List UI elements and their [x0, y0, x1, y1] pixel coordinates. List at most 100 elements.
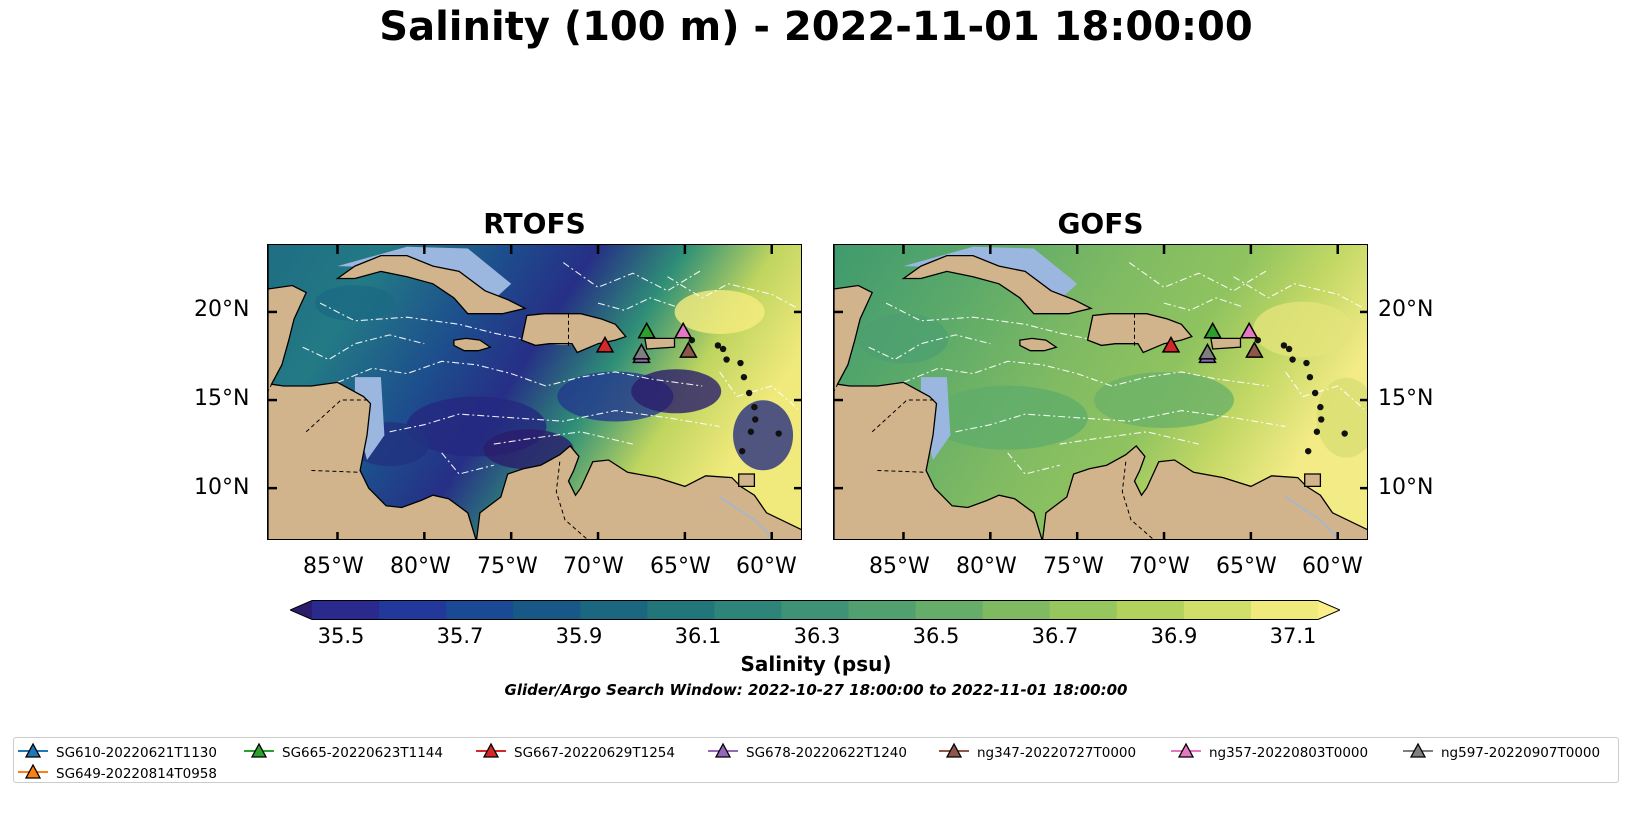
colorbar-tick-36-7: 36.7 [1031, 624, 1079, 648]
legend-item-sg665: SG665-20220623T1144 [244, 742, 443, 764]
lon-label-65w-right: 65°W [1216, 554, 1277, 579]
depth-contour [1285, 371, 1365, 410]
search-window-caption: Glider/Argo Search Window: 2022-10-27 18… [504, 681, 1128, 699]
colorbar-tick-35-7: 35.7 [436, 624, 484, 648]
island [1285, 345, 1293, 353]
salinity-field-patch [733, 400, 794, 471]
depth-contour [1163, 297, 1243, 311]
depth-contour [337, 360, 703, 387]
glider-legend: SG610-20220621T1130 SG649-20220814T0958 … [13, 737, 1619, 783]
island [1317, 403, 1324, 411]
triangle-marker-icon [476, 742, 514, 764]
lat-label-15n-right: 15°N [1378, 386, 1434, 411]
lon-label-85w-left: 85°W [303, 554, 364, 579]
lon-label-60w-left: 60°W [736, 554, 797, 579]
colorbar-segment [915, 600, 984, 620]
land-mass [1019, 337, 1058, 352]
land-mass [738, 473, 756, 488]
glider-marker [673, 321, 693, 339]
lon-label-80w-left: 80°W [390, 554, 451, 579]
island [1318, 416, 1325, 423]
colorbar-segment [312, 600, 380, 620]
legend-item-ng597: ng597-20220907T0000 [1403, 742, 1600, 764]
depth-contour [667, 276, 799, 309]
island [739, 447, 746, 455]
lon-label-85w-right: 85°W [869, 554, 930, 579]
gofs-map-svg [834, 245, 1367, 539]
land-mass [1304, 473, 1322, 488]
country-border [1121, 461, 1154, 539]
lat-label-15n-left: 15°N [194, 386, 250, 411]
glider-marker [1161, 335, 1181, 353]
depth-contour [1128, 262, 1269, 292]
colorbar-tick-36-9: 36.9 [1150, 624, 1198, 648]
lat-label-10n-left: 10°N [194, 475, 250, 500]
depth-contour [868, 334, 991, 361]
glider-marker [1245, 341, 1264, 358]
triangle-marker-icon [244, 742, 282, 764]
country-border [311, 470, 361, 473]
lat-label-20n-right: 20°N [1378, 297, 1434, 322]
land-mass [834, 245, 1043, 539]
island [688, 336, 696, 344]
colorbar-segment [714, 600, 783, 620]
land-mass [335, 254, 527, 315]
salinity-field-patch [674, 289, 765, 334]
salinity-field-patch [927, 385, 1088, 450]
glider-marker [1198, 342, 1217, 360]
colorbar-tick-37-1: 37.1 [1269, 624, 1317, 648]
glider-marker [679, 341, 698, 358]
salinity-field-patch [314, 285, 395, 322]
salinity-field-patch [1094, 372, 1235, 429]
triangle-marker-icon [708, 742, 746, 764]
land-mass [1210, 337, 1242, 350]
legend-item-sg678: SG678-20220622T1240 [708, 742, 907, 764]
island [714, 342, 722, 349]
triangle-marker-icon [939, 742, 977, 764]
depth-contour [1059, 431, 1199, 445]
depth-contour [562, 262, 703, 292]
colorbar-segment [446, 600, 514, 620]
lon-label-65w-left: 65°W [650, 554, 711, 579]
lon-label-75w-right: 75°W [1043, 554, 1104, 579]
salinity-field-patch [1316, 377, 1367, 458]
rtofs-panel-title: RTOFS [483, 207, 586, 240]
colorbar-segment [1250, 600, 1319, 620]
country-border [877, 470, 927, 473]
depth-contour [1007, 452, 1060, 475]
colorbar-segment [1049, 600, 1118, 620]
legend-item-sg610: SG610-20220621T1130 [18, 742, 217, 764]
depth-contour [597, 297, 677, 311]
rtofs-map [267, 244, 802, 540]
river [719, 496, 773, 538]
island [737, 359, 744, 367]
land-mass [268, 245, 477, 539]
colorbar-tick-36-1: 36.1 [674, 624, 722, 648]
colorbar-tick-36-5: 36.5 [912, 624, 960, 648]
colorbar-segment [1116, 600, 1185, 620]
salinity-field-patch [631, 369, 722, 414]
legend-item-ng357: ng357-20220803T0000 [1171, 742, 1368, 764]
island [1289, 356, 1296, 363]
colorbar-tick-35-9: 35.9 [555, 624, 603, 648]
legend-item-ng347: ng347-20220727T0000 [939, 742, 1136, 764]
island [740, 373, 748, 381]
depth-contour [319, 302, 529, 341]
depth-contour [903, 360, 1269, 387]
lon-label-70w-right: 70°W [1129, 554, 1190, 579]
island [719, 345, 727, 353]
lon-label-80w-right: 80°W [956, 554, 1017, 579]
island [723, 356, 730, 363]
island [745, 389, 753, 397]
triangle-marker-icon [18, 742, 56, 764]
colorbar-segment [848, 600, 917, 620]
country-border [555, 461, 588, 539]
island [1313, 428, 1321, 435]
glider-marker [1203, 321, 1222, 339]
colorbar-tick-35-5: 35.5 [317, 624, 365, 648]
triangle-marker-icon [1403, 742, 1441, 764]
colorbar-segment [1183, 600, 1252, 620]
island [1254, 336, 1262, 344]
glider-marker [595, 335, 615, 353]
colorbar-segment [379, 600, 447, 620]
